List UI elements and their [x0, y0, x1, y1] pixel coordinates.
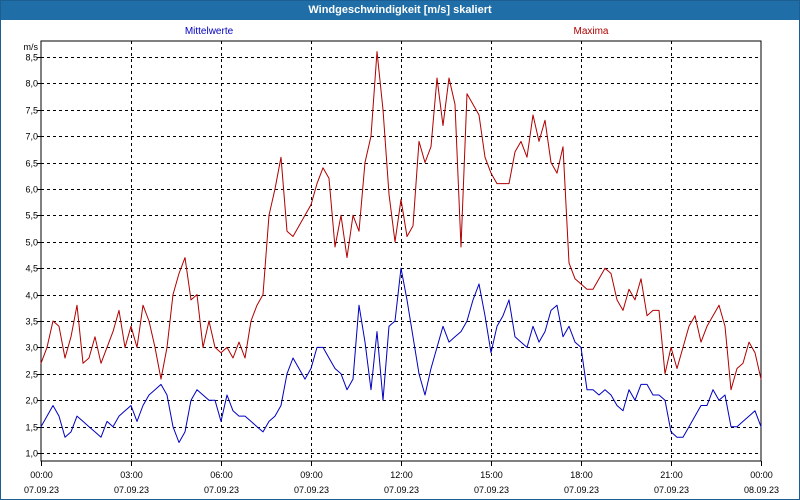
x-tick-date-label: 07.09.23 [114, 485, 149, 495]
x-tick-time-label: 09:00 [300, 470, 323, 480]
x-tick-time-label: 12:00 [390, 470, 413, 480]
x-tick-date-label: 07.09.23 [474, 485, 509, 495]
window-title: Windgeschwindigkeit [m/s] skaliert [1, 1, 799, 20]
y-tick-label: 5,0 [25, 238, 38, 248]
y-tick-label: 2,0 [25, 396, 38, 406]
x-tick-time-label: 00:00 [750, 470, 773, 480]
x-tick-date-label: 08.09.23 [744, 485, 779, 495]
x-tick-time-label: 03:00 [120, 470, 143, 480]
series-line-mittelwerte [40, 267, 762, 443]
series-line-maxima [40, 51, 762, 391]
y-tick-label: 2,5 [25, 370, 38, 380]
x-tick-date-label: 07.09.23 [384, 485, 419, 495]
y-tick-label: 1,0 [25, 449, 38, 459]
x-tick-date-label: 07.09.23 [654, 485, 689, 495]
y-tick-label: 7,5 [25, 106, 38, 116]
x-tick-date-label: 07.09.23 [24, 485, 59, 495]
x-tick-date-label: 07.09.23 [564, 485, 599, 495]
x-tick-date-label: 07.09.23 [294, 485, 329, 495]
x-tick-time-label: 15:00 [480, 470, 503, 480]
y-tick-label: 4,0 [25, 291, 38, 301]
y-tick-label: 1,5 [25, 423, 38, 433]
y-tick-label: 7,0 [25, 132, 38, 142]
y-tick-label: 6,5 [25, 159, 38, 169]
y-axis-unit: m/s [24, 42, 39, 52]
legend-maxima: Maxima [573, 26, 608, 37]
y-tick-label: 5,5 [25, 211, 38, 221]
y-tick-label: 8,5 [25, 53, 38, 63]
y-tick-label: 6,0 [25, 185, 38, 195]
x-tick-time-label: 00:00 [30, 470, 53, 480]
y-tick-label: 8,0 [25, 79, 38, 89]
y-tick-label: 4,5 [25, 264, 38, 274]
x-tick-time-label: 06:00 [210, 470, 233, 480]
y-tick-label: 3,0 [25, 343, 38, 353]
legend-mittelwerte: Mittelwerte [185, 26, 234, 37]
x-tick-date-label: 07.09.23 [204, 485, 239, 495]
x-tick-time-label: 21:00 [660, 470, 683, 480]
x-tick-time-label: 18:00 [570, 470, 593, 480]
y-tick-label: 3,5 [25, 317, 38, 327]
